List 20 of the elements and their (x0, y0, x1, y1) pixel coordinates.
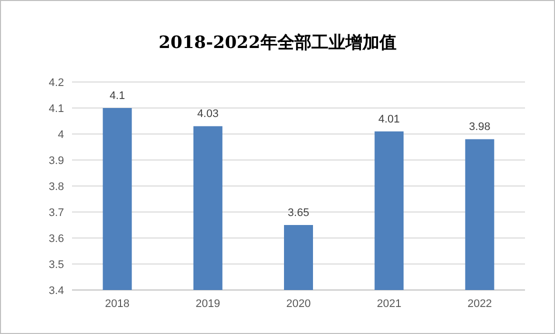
y-tick-label: 4.2 (48, 77, 64, 89)
data-label: 4.1 (110, 90, 125, 102)
x-tick-label: 2022 (467, 298, 492, 310)
y-tick-label: 4 (58, 129, 64, 141)
data-label: 4.01 (378, 113, 400, 126)
y-tick-label: 3.8 (48, 181, 64, 193)
data-label: 3.98 (468, 121, 490, 134)
x-tick-label: 2019 (196, 298, 220, 310)
y-tick-label: 3.7 (48, 207, 64, 219)
x-tick-label: 2018 (105, 298, 130, 310)
y-tick-label: 3.4 (48, 285, 64, 297)
y-tick-label: 3.5 (48, 259, 64, 271)
y-tick-label: 3.6 (48, 233, 64, 245)
y-tick-label: 3.9 (48, 155, 64, 167)
y-tick-label: 4.1 (48, 103, 64, 115)
data-label: 4.03 (197, 108, 219, 120)
x-tick-label: 2020 (286, 298, 311, 310)
x-tick-label: 2021 (376, 298, 402, 310)
data-label: 3.65 (288, 207, 310, 219)
chart-title: 2018-2022年全部工业增加值 (158, 33, 396, 53)
